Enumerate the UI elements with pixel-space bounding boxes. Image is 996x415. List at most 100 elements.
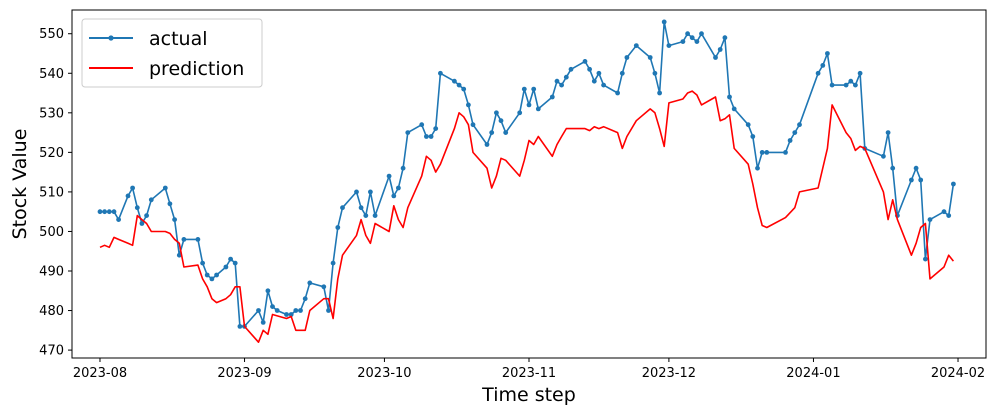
data-point-actual bbox=[260, 320, 266, 325]
data-point-actual bbox=[144, 213, 150, 219]
data-point-actual bbox=[452, 78, 457, 84]
data-point-actual bbox=[666, 43, 672, 48]
data-point-actual bbox=[815, 70, 821, 76]
data-point-actual bbox=[274, 308, 280, 313]
data-point-actual bbox=[106, 209, 112, 215]
data-point-actual bbox=[829, 82, 835, 88]
data-point-actual bbox=[531, 86, 537, 92]
data-point-actual bbox=[428, 134, 434, 139]
data-point-actual bbox=[284, 312, 289, 317]
data-point-actual bbox=[288, 312, 294, 317]
legend: actual prediction bbox=[81, 18, 263, 88]
data-point-actual bbox=[372, 213, 378, 219]
data-point-actual bbox=[265, 288, 271, 294]
data-point-actual bbox=[657, 90, 662, 96]
data-point-actual bbox=[624, 55, 630, 60]
legend-box bbox=[81, 18, 263, 88]
y-tick-label: 480 bbox=[39, 304, 64, 319]
x-axis-ticks: 2023-08 2023-09 2023-10 2023-11 2023-12 2024-… bbox=[73, 358, 985, 381]
data-point-actual bbox=[167, 201, 173, 207]
data-point-actual bbox=[466, 102, 471, 108]
data-point-actual bbox=[647, 55, 653, 60]
data-point-actual bbox=[214, 272, 220, 278]
data-point-actual bbox=[615, 90, 620, 96]
data-point-actual bbox=[223, 264, 229, 270]
data-point-actual bbox=[228, 256, 234, 262]
data-point-actual bbox=[340, 205, 345, 211]
data-point-actual bbox=[582, 59, 588, 64]
data-point-actual bbox=[200, 260, 206, 266]
data-point-actual bbox=[116, 217, 121, 223]
data-point-actual bbox=[722, 35, 728, 41]
data-point-actual bbox=[526, 102, 532, 108]
series-line-prediction bbox=[99, 90, 955, 343]
data-point-actual bbox=[470, 122, 476, 128]
data-point-actual bbox=[293, 308, 299, 313]
data-point-actual bbox=[102, 209, 107, 215]
data-point-actual bbox=[176, 252, 182, 258]
y-tick-label: 500 bbox=[39, 225, 64, 240]
data-point-actual bbox=[232, 260, 238, 266]
data-point-actual bbox=[923, 256, 928, 262]
x-tick-label: 2024-01 bbox=[786, 366, 840, 381]
x-tick-label: 2023-12 bbox=[642, 366, 696, 381]
data-point-actual bbox=[727, 94, 732, 100]
data-point-actual bbox=[699, 31, 704, 37]
data-point-actual bbox=[680, 39, 686, 44]
data-point-actual bbox=[713, 55, 718, 60]
data-point-actual bbox=[386, 173, 392, 179]
data-point-actual bbox=[853, 82, 858, 88]
data-point-actual bbox=[256, 308, 261, 313]
data-point-actual bbox=[111, 209, 117, 215]
data-point-actual bbox=[596, 70, 602, 76]
data-point-actual bbox=[391, 193, 397, 199]
x-tick-label: 2023-11 bbox=[502, 366, 556, 381]
data-point-actual bbox=[181, 237, 187, 242]
data-point-actual bbox=[419, 122, 425, 128]
data-point-actual bbox=[689, 35, 695, 41]
data-point-actual bbox=[563, 74, 569, 80]
data-point-actual bbox=[783, 150, 788, 155]
data-point-actual bbox=[549, 94, 555, 100]
data-point-actual bbox=[941, 209, 947, 215]
data-point-actual bbox=[745, 122, 751, 128]
data-point-actual bbox=[424, 134, 429, 139]
data-point-actual bbox=[400, 165, 406, 171]
data-point-actual bbox=[204, 272, 210, 278]
data-point-actual bbox=[652, 70, 658, 76]
data-point-actual bbox=[820, 63, 826, 68]
data-point-actual bbox=[433, 126, 439, 131]
data-point-actual bbox=[633, 43, 639, 48]
data-point-actual bbox=[927, 217, 933, 223]
data-point-actual bbox=[764, 150, 770, 155]
x-tick-label: 2023-09 bbox=[217, 366, 271, 381]
data-point-actual bbox=[321, 284, 327, 290]
data-point-actual bbox=[918, 177, 924, 183]
data-point-actual bbox=[298, 308, 303, 313]
data-point-actual bbox=[661, 19, 667, 25]
data-point-actual bbox=[172, 217, 178, 223]
data-point-actual bbox=[792, 130, 798, 136]
data-point-actual bbox=[97, 209, 103, 215]
data-point-actual bbox=[787, 138, 793, 143]
data-point-actual bbox=[302, 296, 308, 302]
data-point-actual bbox=[521, 86, 527, 92]
data-point-actual bbox=[405, 130, 411, 136]
y-tick-label: 470 bbox=[39, 344, 64, 359]
data-point-actual bbox=[890, 165, 896, 171]
series-layer bbox=[97, 19, 956, 343]
data-point-actual bbox=[685, 31, 690, 37]
data-point-actual bbox=[125, 193, 131, 199]
data-point-actual bbox=[139, 221, 145, 226]
y-tick-label: 510 bbox=[39, 185, 64, 200]
data-point-actual bbox=[438, 70, 443, 76]
y-tick-label: 530 bbox=[39, 106, 64, 121]
data-point-actual bbox=[461, 86, 467, 92]
y-axis-label: Stock Value bbox=[9, 129, 31, 240]
data-point-actual bbox=[946, 213, 952, 219]
legend-prediction-label: prediction bbox=[149, 58, 244, 80]
data-point-actual bbox=[330, 260, 336, 266]
plot-frame bbox=[71, 9, 987, 359]
data-point-actual bbox=[209, 276, 215, 282]
